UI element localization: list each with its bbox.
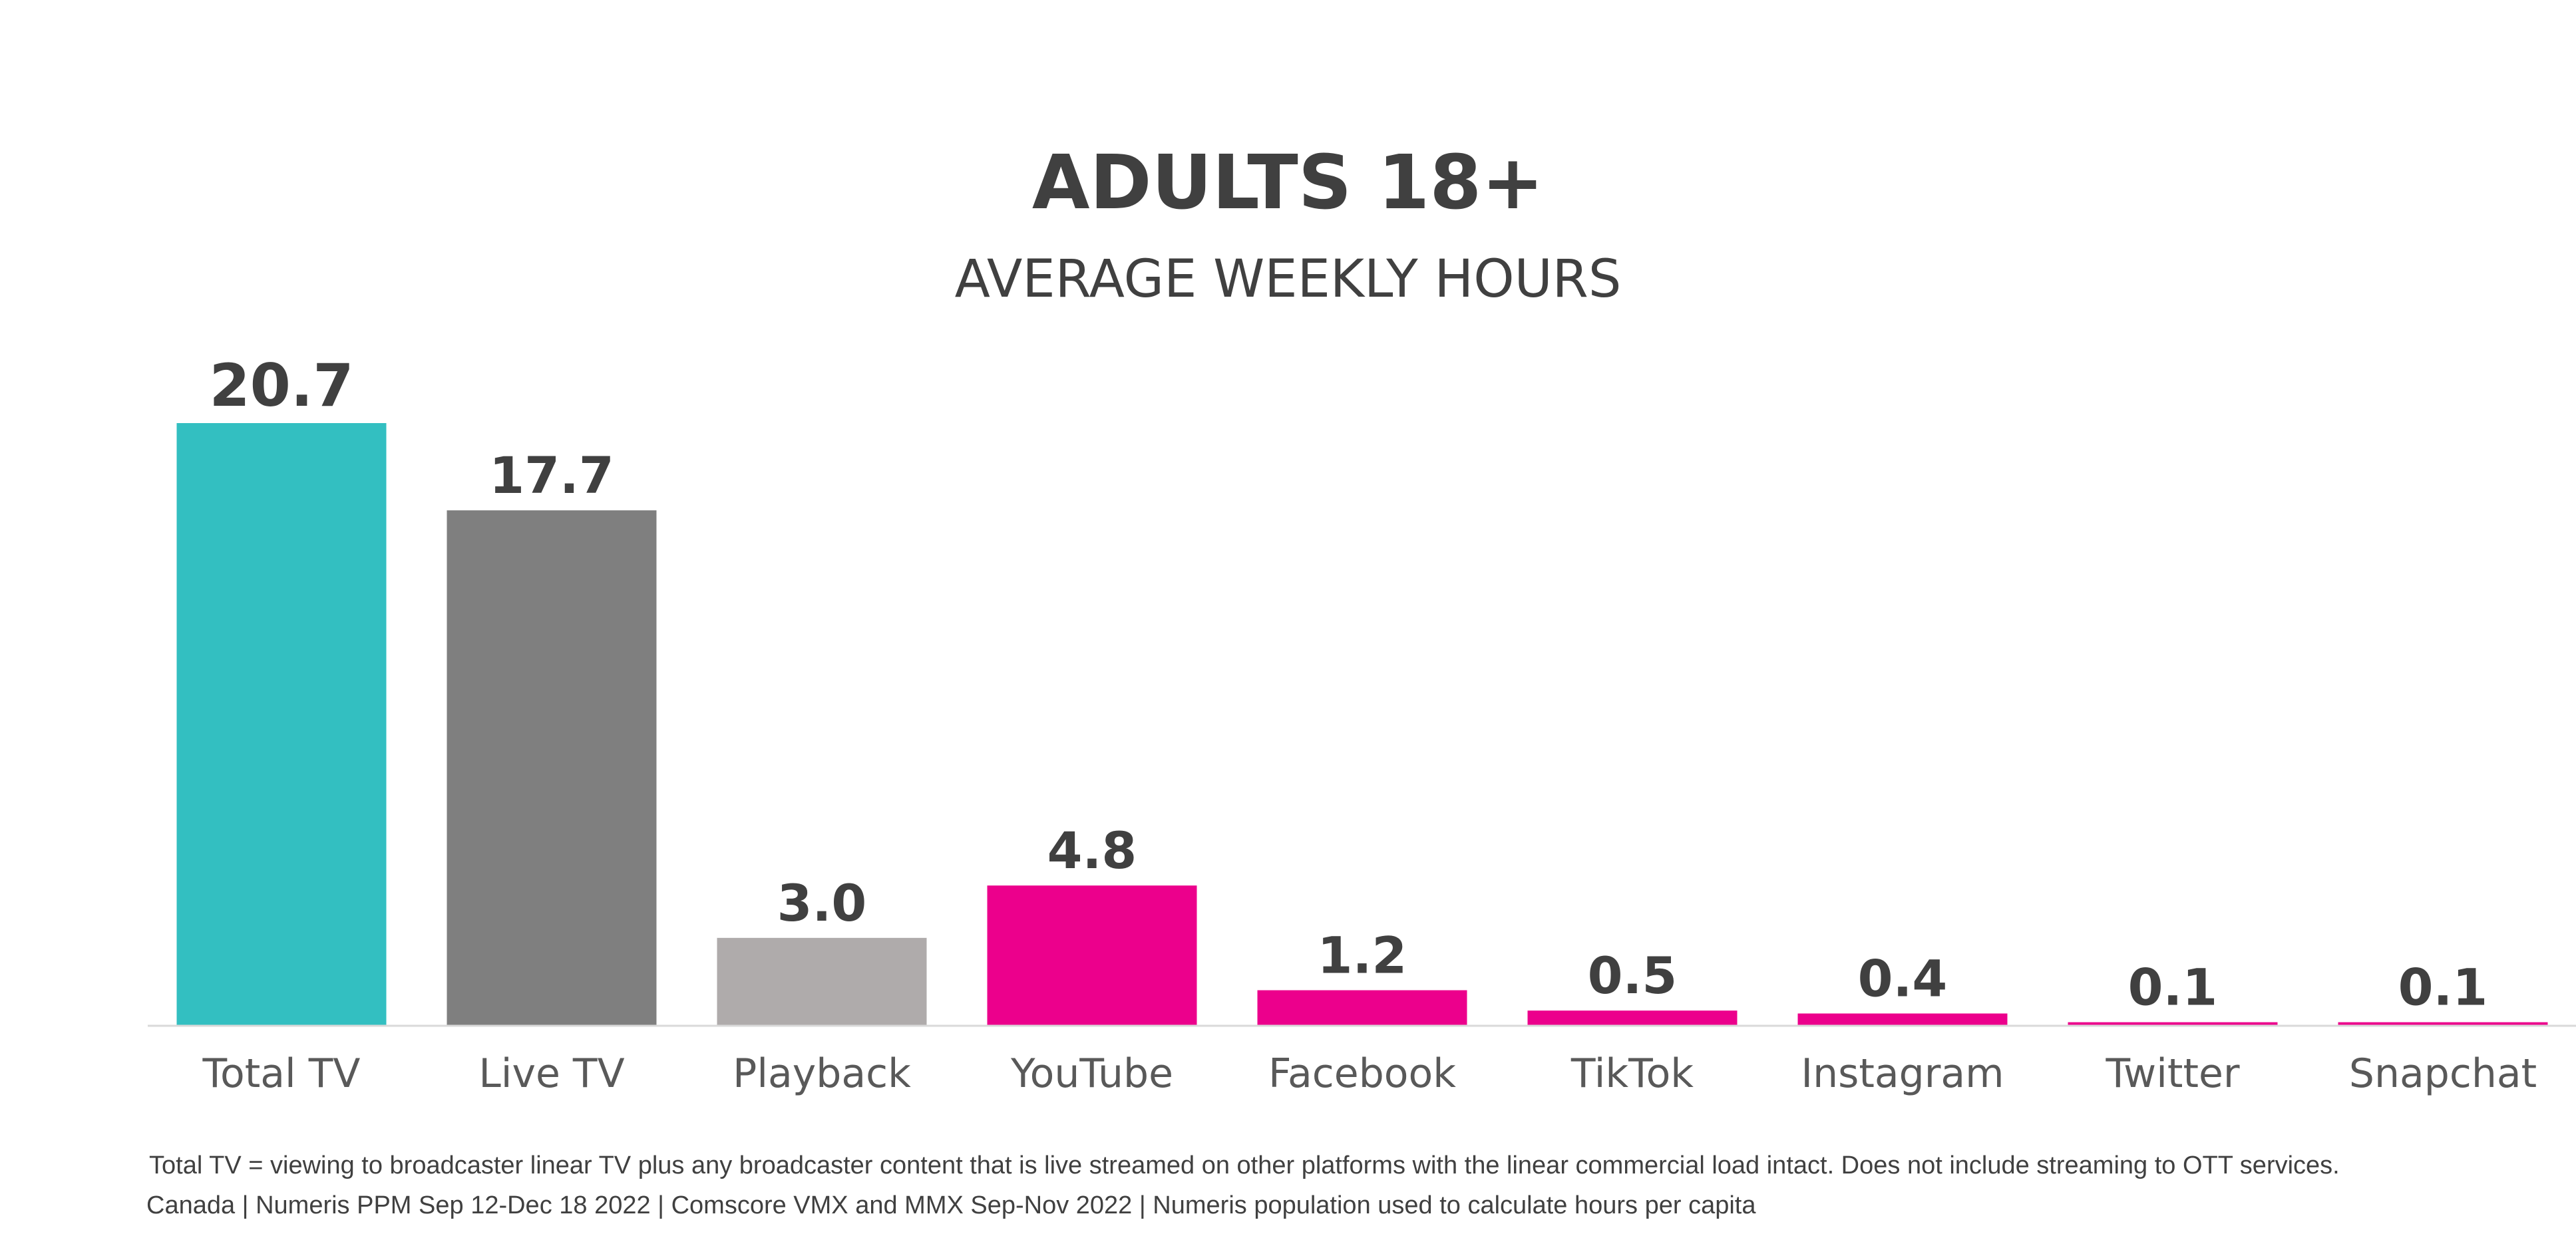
value-label-snapchat: 0.1 [2398,958,2488,1017]
bar-instagram [1797,1013,2008,1025]
value-label-twitter: 0.1 [2128,958,2218,1017]
value-label-playback: 3.0 [777,873,867,933]
category-label-twitter: Twitter [2105,1050,2239,1097]
bar-youtube [987,885,1197,1025]
value-labels-layer: 20.7 17.7 3.0 4.8 1.2 0.5 0.4 0.1 0.1 [209,351,2487,1017]
chart-subtitle: AVERAGE WEEKLY HOURS [954,249,1622,309]
value-label-youtube: 4.8 [1047,821,1137,880]
category-label-snapchat: Snapchat [2349,1050,2537,1097]
bar-facebook [1257,990,1467,1025]
bar-tiktok [1527,1010,1738,1025]
category-label-playback: Playback [733,1050,911,1097]
category-labels-layer: Total TV Live TV Playback YouTube Facebook Ti… [202,1050,2537,1097]
category-label-instagram: Instagram [1801,1050,2004,1097]
bar-chart: 20.7 17.7 3.0 4.8 1.2 0.5 0.4 0.1 0.1 Total TV Li… [148,351,2576,1097]
bar-snapchat [2338,1022,2548,1025]
bar-playback [717,937,927,1025]
category-label-live-tv: Live TV [478,1050,624,1097]
value-label-facebook: 1.2 [1318,926,1407,985]
bar-total-tv [176,423,387,1025]
category-label-tiktok: TikTok [1570,1050,1694,1097]
value-label-total-tv: 20.7 [209,351,353,420]
value-label-tiktok: 0.5 [1588,946,1678,1005]
value-label-instagram: 0.4 [1858,949,1948,1008]
category-label-total-tv: Total TV [202,1050,361,1097]
bar-twitter [2068,1022,2278,1025]
chart-title: ADULTS 18+ [1031,140,1545,226]
footnote-source: Canada | Numeris PPM Sep 12-Dec 18 2022 … [146,1191,1756,1219]
category-label-facebook: Facebook [1268,1050,1456,1097]
category-label-youtube: YouTube [1010,1050,1173,1097]
bars-layer [176,423,2548,1025]
bar-live-tv [447,510,657,1025]
footnote-definition: Total TV = viewing to broadcaster linear… [149,1152,2340,1179]
value-label-live-tv: 17.7 [489,446,614,505]
